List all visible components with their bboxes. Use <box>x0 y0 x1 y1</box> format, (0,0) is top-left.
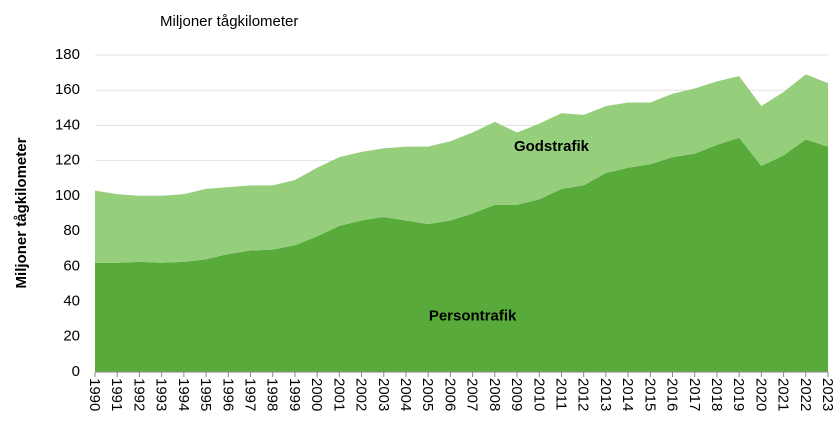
x-tick-label: 1991 <box>108 378 125 411</box>
x-tick-label: 2006 <box>441 378 458 411</box>
x-tick-label: 2019 <box>730 378 747 411</box>
x-tick-label: 2018 <box>708 378 725 411</box>
x-tick-label: 2008 <box>486 378 503 411</box>
x-tick-label: 1994 <box>175 378 192 411</box>
x-tick-label: 2010 <box>530 378 547 411</box>
x-tick-label: 2002 <box>353 378 370 411</box>
x-tick-label: 2000 <box>308 378 325 411</box>
area <box>95 137 828 372</box>
x-tick-label: 2001 <box>330 378 347 411</box>
x-tick-label: 2023 <box>819 378 836 411</box>
y-tick-label: 160 <box>55 81 80 98</box>
x-tick-label: 2022 <box>797 378 814 411</box>
y-tick-label: 60 <box>63 257 80 274</box>
x-tick-label: 1990 <box>86 378 103 411</box>
x-tick-label: 2004 <box>397 378 414 411</box>
x-tick-label: 2007 <box>464 378 481 411</box>
y-tick-label: 180 <box>55 46 80 63</box>
x-tick-label: 2020 <box>752 378 769 411</box>
x-tick-label: 2014 <box>619 378 636 411</box>
x-tick-label: 1998 <box>264 378 281 411</box>
series-label: Persontrafik <box>429 307 517 324</box>
y-tick-label: 40 <box>63 293 80 310</box>
y-tick-label: 80 <box>63 222 80 239</box>
y-tick-label: 120 <box>55 152 80 169</box>
x-tick-label: 2003 <box>375 378 392 411</box>
chart-title: Miljoner tågkilometer <box>160 13 298 30</box>
x-tick-label: 2005 <box>419 378 436 411</box>
x-tick-label: 2012 <box>575 378 592 411</box>
x-tick-label: 2009 <box>508 378 525 411</box>
x-tick-label: 1999 <box>286 378 303 411</box>
x-tick-label: 2017 <box>686 378 703 411</box>
x-tick-label: 2016 <box>664 378 681 411</box>
y-tick-label: 100 <box>55 187 80 204</box>
x-tick-label: 2011 <box>552 378 569 410</box>
x-tick-label: 1997 <box>242 378 259 411</box>
x-tick-label: 1992 <box>130 378 147 411</box>
area <box>95 74 828 263</box>
y-tick-label: 140 <box>55 116 80 133</box>
x-tick-label: 2021 <box>775 378 792 411</box>
x-tick-label: 2013 <box>597 378 614 411</box>
x-tick-label: 1996 <box>219 378 236 411</box>
x-tick-label: 1995 <box>197 378 214 411</box>
y-tick-label: 20 <box>63 328 80 345</box>
x-tick-label: 1993 <box>153 378 170 411</box>
y-tick-label: 0 <box>72 363 80 380</box>
x-tick-label: 2015 <box>641 378 658 411</box>
y-axis-label: Miljoner tågkilometer <box>13 137 30 288</box>
series-label: Godstrafik <box>514 138 590 155</box>
